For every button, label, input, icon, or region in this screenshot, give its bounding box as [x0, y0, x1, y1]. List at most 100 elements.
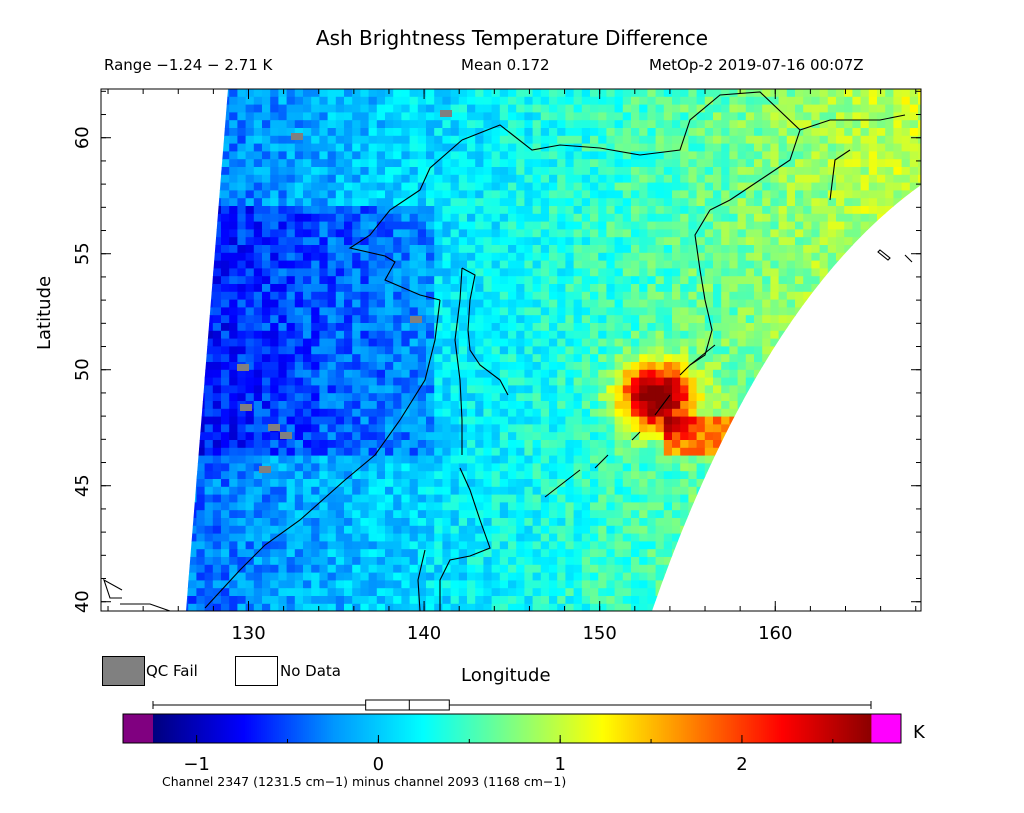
data-cell: [918, 377, 921, 386]
data-cell: [417, 245, 427, 254]
data-cell: [614, 143, 624, 152]
data-cell: [622, 104, 632, 113]
data-cell: [319, 393, 329, 402]
data-cell: [778, 401, 788, 410]
data-cell: [721, 151, 730, 160]
data-cell: [565, 323, 575, 332]
data-cell: [868, 198, 878, 207]
data-cell: [901, 151, 911, 160]
data-cell: [245, 237, 255, 246]
data-cell: [565, 299, 575, 308]
data-cell: [754, 120, 763, 129]
data-cell: [729, 377, 739, 386]
data-cell: [803, 346, 812, 355]
data-cell: [352, 330, 361, 340]
data-cell: [688, 159, 698, 168]
data-cell: [253, 323, 263, 332]
data-cell: [565, 268, 575, 277]
data-cell: [483, 252, 493, 262]
data-cell: [745, 291, 755, 301]
data-cell: [655, 338, 665, 347]
data-cell: [204, 159, 214, 168]
data-cell: [196, 221, 206, 230]
data-cell: [467, 120, 476, 129]
data-cell: [393, 182, 402, 191]
data-cell: [844, 362, 853, 371]
data-cell: [868, 245, 878, 254]
data-cell: [499, 213, 509, 223]
data-cell: [565, 291, 575, 301]
data-cell: [229, 463, 238, 472]
data-cell: [704, 440, 714, 449]
data-cell: [319, 338, 329, 347]
data-cell: [311, 252, 320, 262]
data-cell: [393, 494, 402, 503]
data-cell: [565, 338, 575, 347]
data-cell: [409, 252, 419, 262]
data-cell: [606, 182, 616, 191]
data-cell: [803, 174, 812, 184]
data-cell: [770, 151, 780, 160]
data-cell: [417, 502, 427, 511]
data-cell: [557, 432, 566, 441]
data-cell: [360, 479, 370, 488]
data-cell: [245, 252, 255, 262]
data-cell: [475, 252, 484, 262]
data-cell: [655, 354, 665, 363]
data-cell: [704, 206, 714, 215]
data-cell: [245, 174, 255, 184]
data-cell: [475, 182, 484, 191]
data-cell: [311, 190, 320, 199]
data-cell: [885, 455, 894, 464]
data-cell: [655, 213, 665, 223]
data-cell: [704, 198, 714, 207]
data-cell: [565, 330, 575, 340]
data-cell: [549, 206, 558, 215]
data-cell: [688, 494, 698, 503]
data-cell: [237, 408, 247, 418]
data-cell: [253, 96, 263, 106]
data-cell: [186, 408, 189, 418]
data-cell: [778, 252, 788, 262]
data-cell: [491, 276, 501, 285]
data-cell: [565, 174, 575, 184]
data-cell: [327, 128, 337, 137]
data-cell: [311, 401, 320, 410]
data-cell: [278, 260, 288, 269]
data-cell: [294, 151, 304, 160]
data-cell: [795, 307, 804, 316]
data-cell: [229, 510, 238, 519]
data-cell: [467, 245, 476, 254]
data-cell: [294, 112, 304, 121]
data-cell: [696, 393, 706, 402]
data-cell: [713, 432, 722, 441]
data-cell: [893, 135, 903, 145]
data-cell: [754, 408, 763, 418]
data-cell: [442, 89, 452, 98]
data-cell: [532, 167, 542, 176]
data-cell: [827, 143, 837, 152]
data-cell: [590, 268, 599, 277]
data-cell: [344, 128, 353, 137]
data-cell: [786, 245, 796, 254]
data-cell: [499, 237, 509, 246]
data-cell: [631, 229, 640, 238]
data-cell: [458, 447, 468, 457]
data-cell: [262, 151, 271, 160]
data-cell: [737, 479, 747, 488]
data-cell: [663, 182, 673, 191]
data-cell: [549, 159, 558, 168]
data-cell: [614, 299, 624, 308]
data-cell: [557, 463, 566, 472]
data-cell: [795, 502, 804, 511]
data-cell: [237, 323, 247, 332]
data-cell: [754, 432, 763, 441]
data-cell: [647, 362, 657, 371]
data-cell: [344, 182, 353, 191]
data-cell: [688, 369, 698, 379]
data-cell: [417, 463, 427, 472]
data-cell: [516, 502, 525, 511]
data-cell: [385, 229, 394, 238]
data-cell: [344, 346, 353, 355]
data-cell: [442, 174, 452, 184]
